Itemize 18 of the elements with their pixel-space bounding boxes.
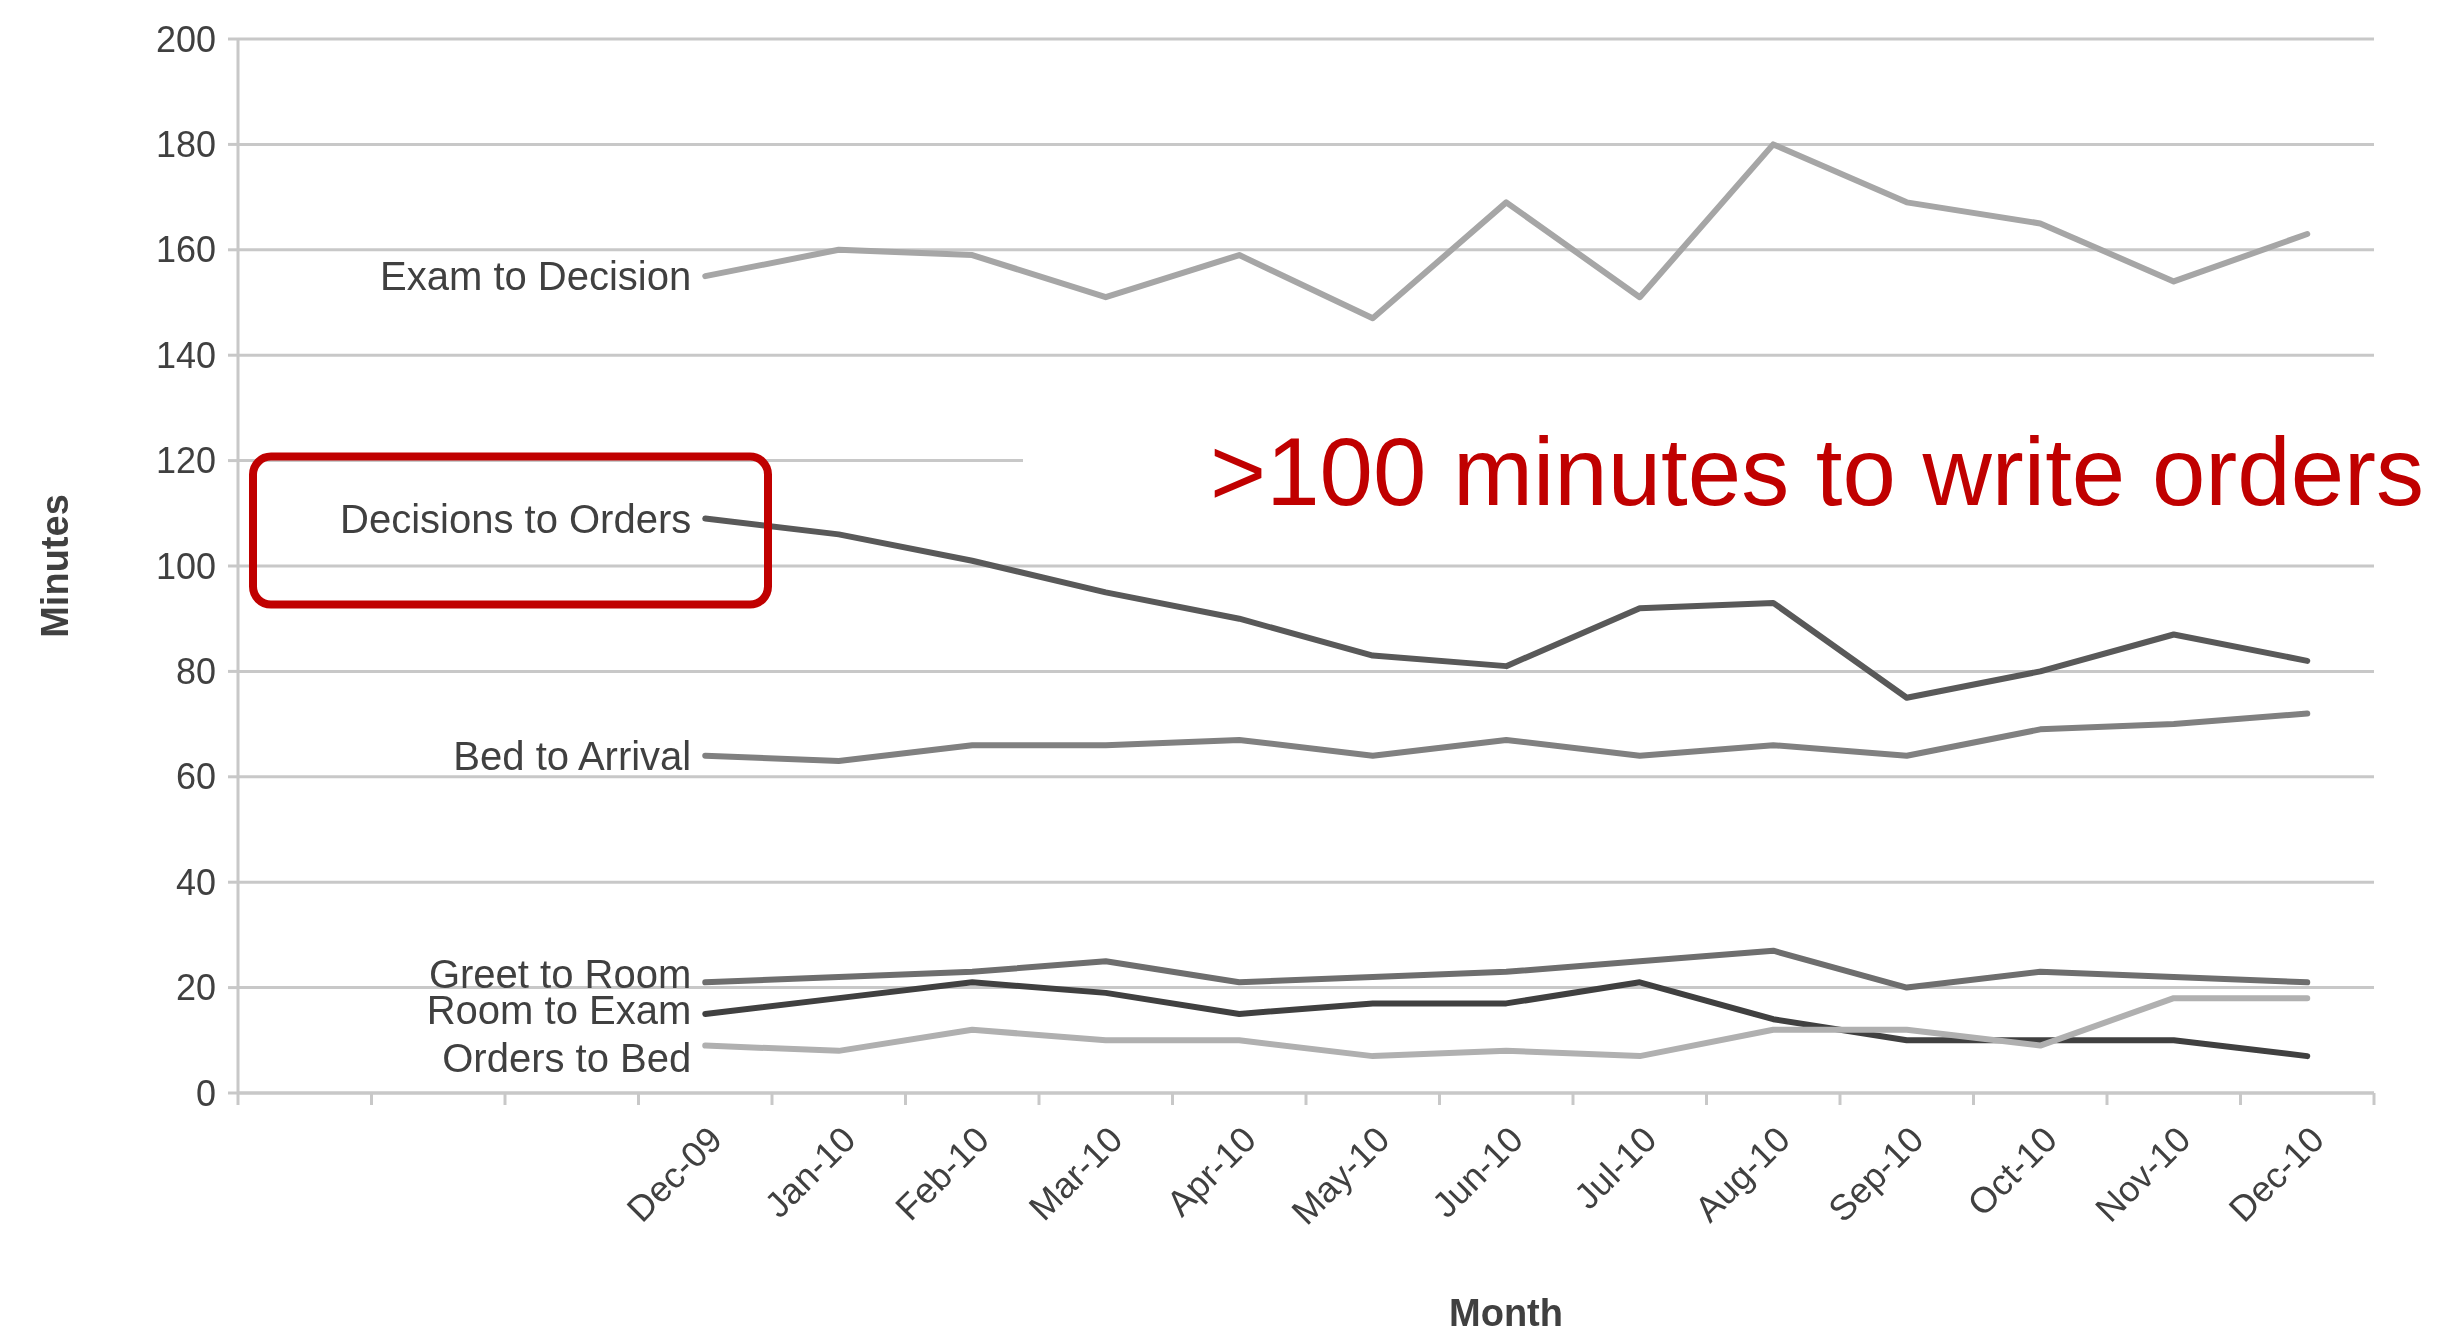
- y-tick-label: 140: [155, 334, 216, 376]
- series-label: Exam to Decision: [380, 254, 692, 299]
- y-tick-label: 100: [155, 545, 216, 587]
- annotation: >100 minutes to write orders: [1210, 417, 2424, 525]
- y-tick-label: 200: [155, 18, 216, 60]
- series-label: Bed to Arrival: [453, 733, 692, 778]
- y-tick-label: 40: [175, 861, 216, 903]
- series-label: Orders to Bed: [442, 1035, 692, 1080]
- y-tick-label: 60: [175, 756, 216, 798]
- x-axis-title: Month: [1449, 1292, 1563, 1334]
- y-tick-label: 180: [155, 124, 216, 165]
- y-tick-label: 160: [155, 229, 216, 271]
- y-tick-label: 20: [175, 967, 216, 1009]
- y-tick-label: 120: [155, 440, 216, 482]
- y-axis-title: Minutes: [34, 494, 76, 638]
- y-tick-label: 0: [195, 1072, 216, 1114]
- y-tick-label: 80: [175, 651, 216, 692]
- series-label: Decisions to Orders: [340, 496, 692, 541]
